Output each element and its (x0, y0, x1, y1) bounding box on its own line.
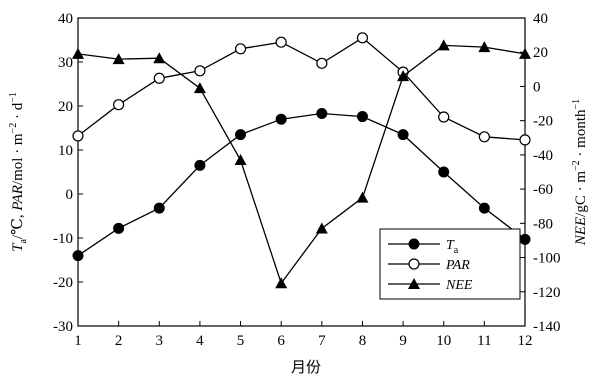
data-point-ta (316, 107, 328, 119)
data-point-par (72, 130, 84, 142)
x-tick-label: 8 (359, 333, 367, 349)
series-line-ta (77, 112, 526, 257)
y-right-tick-label: 40 (533, 11, 548, 27)
x-tick-label: 10 (436, 333, 451, 349)
right-axis-title: NEE/gC · m−2 · month−1 (571, 99, 589, 246)
y-left-tick-label: 40 (58, 11, 73, 27)
data-point-nee (437, 39, 450, 51)
legend-par-marker (408, 258, 420, 270)
data-point-nee (519, 47, 531, 59)
y-left-tick-label: -30 (53, 319, 73, 335)
data-point-ta (113, 222, 125, 234)
plot-frame (77, 17, 526, 327)
legend-nee-label: NEE (445, 278, 473, 293)
data-point-par (153, 72, 165, 84)
data-point-par (519, 134, 531, 146)
data-point-ta (478, 202, 490, 214)
y-right-tick-label: -80 (533, 216, 553, 232)
y-left-tick-label: 30 (58, 55, 73, 71)
y-left-tick-label: -10 (53, 231, 73, 247)
y-right-tick-label: -120 (533, 285, 561, 301)
legend-nee-marker (408, 278, 420, 289)
legend-par-label: PAR (445, 258, 470, 273)
data-point-nee (72, 47, 84, 59)
data-point-par (194, 65, 206, 77)
data-point-par (113, 99, 125, 111)
data-point-par (316, 57, 328, 69)
x-tick-label: 2 (115, 333, 123, 349)
x-tick-label: 6 (277, 333, 285, 349)
svg-text:Ta/℃, PAR/mol · m−2 · d−1: Ta/℃, PAR/mol · m−2 · d−1 (8, 92, 29, 252)
data-point-nee (397, 70, 410, 82)
data-point-ta (153, 202, 165, 214)
data-point-par (275, 36, 287, 48)
series-line-par (77, 36, 526, 141)
data-point-nee (356, 191, 369, 203)
y-left-tick-label: 10 (58, 143, 73, 159)
data-point-ta (519, 233, 531, 245)
data-point-ta (194, 159, 206, 171)
series-line-nee (77, 44, 526, 285)
y-right-tick-label: -40 (533, 148, 553, 164)
x-tick-label: 11 (477, 333, 491, 349)
y-right-tick-label: -100 (533, 251, 561, 267)
data-point-ta (275, 113, 287, 125)
y-left-tick-label: 0 (66, 187, 74, 203)
x-tick-label: 4 (196, 333, 204, 349)
y-right-tick-label: -20 (533, 114, 553, 130)
legend-ta-marker (408, 238, 420, 250)
legend: Ta PAR NEE (379, 228, 521, 300)
x-tick-label: 9 (399, 333, 407, 349)
data-point-ta (72, 250, 84, 262)
data-point-nee (153, 52, 166, 64)
x-tick-label: 7 (318, 333, 326, 349)
data-point-nee (112, 53, 125, 65)
x-tick-label: 12 (518, 333, 533, 349)
data-point-ta (356, 111, 368, 123)
y-right-tick-label: 20 (533, 45, 548, 61)
data-point-nee (275, 277, 288, 289)
data-point-ta (438, 166, 450, 178)
data-point-par (478, 131, 490, 143)
left-axis-title: Ta/℃, PAR/mol · m−2 · d−1 (8, 92, 29, 252)
y-right-tick-label: -60 (533, 182, 553, 198)
y-right-tick-label: -140 (533, 319, 561, 335)
data-point-par (356, 32, 369, 44)
data-point-ta (397, 129, 409, 141)
svg-text:NEE/gC · m−2 · month−1: NEE/gC · m−2 · month−1 (571, 99, 589, 246)
data-point-par (234, 43, 247, 55)
data-point-nee (315, 222, 328, 234)
x-tick-label: 5 (237, 333, 245, 349)
data-point-nee (193, 82, 206, 94)
y-right-tick-label: 0 (533, 79, 541, 95)
data-point-nee (478, 41, 491, 53)
plot-area: 1 2 3 4 5 6 7 8 9 10 11 12-30-20-10010203040-140-12… (53, 11, 561, 349)
x-axis-title: 月份 (291, 359, 321, 376)
data-point-ta (235, 129, 247, 141)
series-layer (72, 32, 531, 289)
y-left-tick-label: 20 (58, 99, 73, 115)
y-left-tick-label: -20 (53, 275, 73, 291)
data-point-nee (234, 154, 247, 166)
data-point-par (438, 111, 450, 123)
x-tick-label: 1 (74, 333, 82, 349)
x-tick-label: 3 (156, 333, 164, 349)
